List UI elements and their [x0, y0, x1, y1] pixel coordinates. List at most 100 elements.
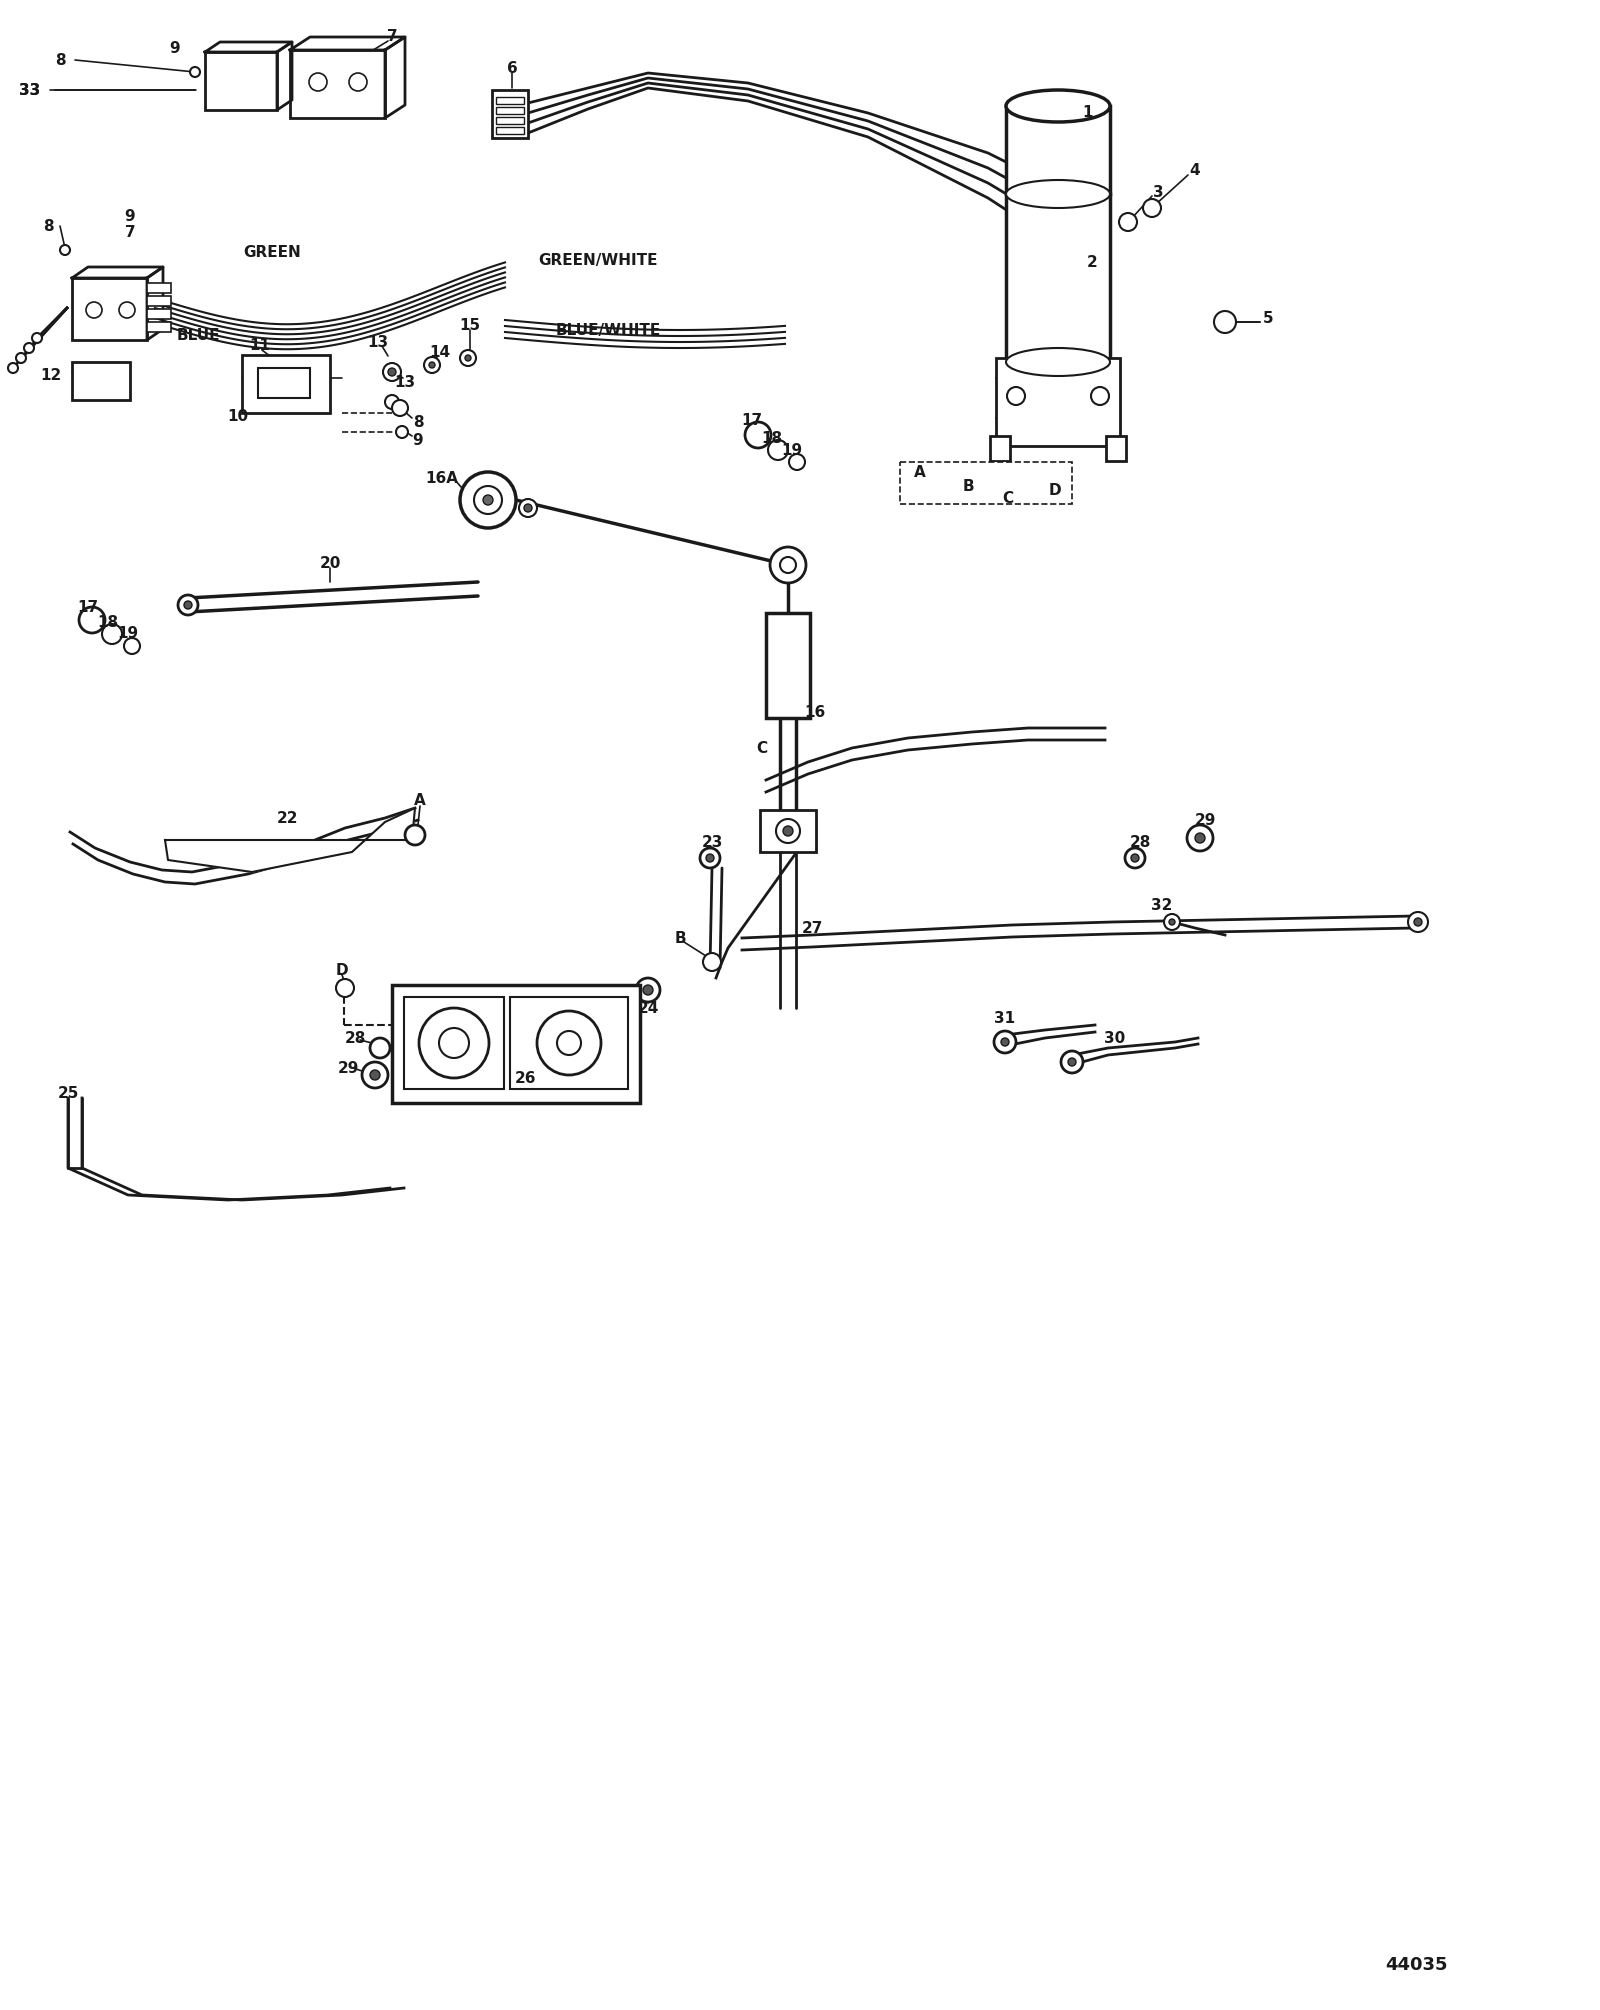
Circle shape [125, 637, 141, 653]
Text: 4: 4 [1190, 163, 1200, 177]
Text: 27: 27 [802, 921, 822, 935]
Bar [496, 96, 525, 105]
Circle shape [461, 350, 477, 366]
Circle shape [706, 854, 714, 862]
Text: 5: 5 [1262, 310, 1274, 326]
Text: 26: 26 [514, 1071, 536, 1085]
Bar [1106, 436, 1126, 460]
Circle shape [1048, 96, 1069, 117]
Circle shape [474, 486, 502, 515]
Circle shape [483, 494, 493, 505]
Circle shape [438, 1027, 469, 1057]
Circle shape [349, 72, 366, 90]
Circle shape [702, 953, 722, 971]
Text: 11: 11 [250, 338, 270, 352]
Circle shape [1026, 96, 1046, 117]
Circle shape [78, 607, 106, 633]
Bar [496, 107, 525, 115]
Text: 17: 17 [741, 412, 763, 428]
Text: 33: 33 [19, 82, 40, 98]
Bar [766, 613, 810, 718]
Circle shape [370, 1069, 381, 1079]
Text: 10: 10 [227, 408, 248, 424]
Bar [1006, 107, 1110, 195]
Text: 19: 19 [781, 442, 803, 458]
Bar [496, 127, 525, 135]
Circle shape [86, 302, 102, 318]
Polygon shape [386, 36, 405, 119]
Circle shape [1408, 913, 1429, 933]
Circle shape [746, 422, 771, 448]
Bar [496, 117, 525, 125]
Circle shape [1131, 854, 1139, 862]
Circle shape [424, 358, 440, 374]
Text: 16A: 16A [426, 470, 459, 486]
Circle shape [102, 623, 122, 643]
Circle shape [309, 72, 326, 90]
Text: 6: 6 [507, 60, 517, 76]
Circle shape [1070, 96, 1090, 117]
Text: 8: 8 [43, 219, 53, 233]
Circle shape [382, 364, 402, 382]
Text: 29: 29 [1194, 812, 1216, 828]
Circle shape [405, 824, 426, 844]
Circle shape [1075, 100, 1085, 111]
Text: BLUE: BLUE [176, 328, 219, 342]
Polygon shape [72, 267, 163, 277]
Text: GREEN/WHITE: GREEN/WHITE [538, 253, 658, 267]
Text: 9: 9 [413, 432, 424, 448]
Circle shape [1069, 1057, 1075, 1065]
Text: A: A [414, 792, 426, 808]
Bar [403, 997, 504, 1089]
Circle shape [1030, 100, 1042, 111]
Circle shape [789, 454, 805, 470]
Bar [72, 277, 147, 340]
Text: 23: 23 [701, 834, 723, 850]
Circle shape [387, 368, 397, 376]
Circle shape [1165, 915, 1181, 931]
Text: 16: 16 [805, 704, 826, 720]
Circle shape [178, 595, 198, 615]
Text: D: D [1048, 482, 1061, 498]
Circle shape [1061, 1051, 1083, 1073]
Text: 25: 25 [58, 1085, 78, 1101]
Text: 14: 14 [429, 344, 451, 360]
Bar [72, 362, 130, 400]
Circle shape [994, 1031, 1016, 1053]
Circle shape [429, 362, 435, 368]
Bar [147, 310, 171, 320]
Text: 18: 18 [762, 430, 782, 446]
Bar [392, 985, 640, 1103]
Circle shape [118, 302, 134, 318]
Bar [290, 50, 386, 119]
Circle shape [1091, 388, 1109, 404]
Bar [995, 358, 1120, 446]
Text: 22: 22 [277, 810, 299, 826]
Bar [147, 295, 171, 306]
Text: D: D [336, 963, 349, 977]
Text: 19: 19 [117, 625, 139, 641]
Text: 12: 12 [40, 368, 62, 382]
Text: GREEN: GREEN [243, 245, 301, 259]
Text: 2: 2 [1086, 255, 1098, 269]
Text: 44035: 44035 [1386, 1956, 1448, 1974]
Polygon shape [165, 808, 414, 872]
Text: 15: 15 [459, 318, 480, 332]
Circle shape [24, 344, 34, 354]
Bar [205, 52, 277, 111]
Text: A: A [914, 464, 926, 480]
Text: 3: 3 [1152, 185, 1163, 199]
Text: 32: 32 [1152, 898, 1173, 913]
Circle shape [643, 985, 653, 995]
Polygon shape [290, 36, 405, 50]
Text: 17: 17 [77, 599, 99, 615]
Text: 28: 28 [344, 1031, 366, 1045]
Text: 31: 31 [995, 1011, 1016, 1025]
Text: 9: 9 [170, 40, 181, 56]
Bar [510, 997, 627, 1089]
Circle shape [1195, 832, 1205, 842]
Text: 29: 29 [338, 1061, 358, 1075]
Text: 18: 18 [98, 615, 118, 629]
Text: 9: 9 [125, 209, 136, 223]
Text: 1: 1 [1083, 105, 1093, 119]
